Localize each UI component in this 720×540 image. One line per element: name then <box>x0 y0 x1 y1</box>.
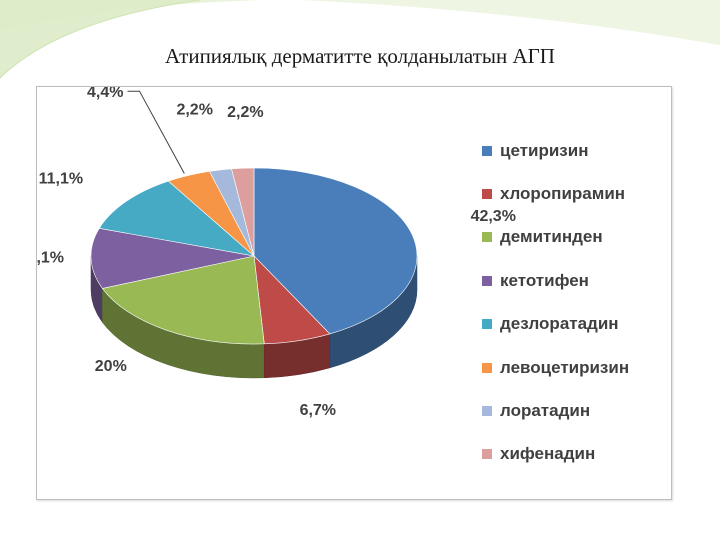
pie-slice-хифенадин <box>231 167 255 257</box>
legend-item-демитинден: демитинден <box>482 216 672 259</box>
leader-line <box>127 90 185 174</box>
legend-item-цетиризин: цетиризин <box>482 129 672 172</box>
legend-swatch <box>482 189 492 200</box>
corner-decoration <box>0 0 720 79</box>
legend-swatch <box>482 362 492 373</box>
legend-label: демитинден <box>500 227 603 247</box>
legend-item-кетотифен: кетотифен <box>482 259 672 302</box>
legend-label: левоцетиризин <box>500 357 630 377</box>
legend-label: кетотифен <box>500 270 589 290</box>
data-label-хифенадин: 2,2% <box>227 104 263 121</box>
chart-legend: цетиризин хлоропирамин демитинден кетотифен… <box>482 129 672 476</box>
legend-label: цетиризин <box>500 140 589 160</box>
legend-swatch <box>482 232 492 243</box>
data-label-демитинден: 20% <box>95 358 127 375</box>
legend-swatch <box>482 319 492 330</box>
pie-slice-дезлоратадин <box>98 180 256 257</box>
legend-swatch <box>482 145 492 156</box>
data-label-кетотифен: 11,1% <box>37 250 64 267</box>
data-label-хлоропирамин: 6,7% <box>300 402 336 419</box>
data-label-лоратадин: 2,2% <box>176 102 212 119</box>
legend-label: хлоропирамин <box>500 184 626 204</box>
legend-item-лоратадин: лоратадин <box>482 389 672 432</box>
pie-chart: 42,3% 6,7% 20% 11,1% 11,1% 4,4% 2,2% 2,2% цетир… <box>36 86 672 500</box>
legend-item-дезлоратадин: дезлоратадин <box>482 303 672 346</box>
legend-swatch <box>482 275 492 286</box>
legend-item-левоцетиризин: левоцетиризин <box>482 346 672 389</box>
legend-label: лоратадин <box>500 401 591 421</box>
data-label-цетиризин: 42,3% <box>471 208 516 225</box>
slide-title: Атипиялық дерматитте қолданылатын АГП <box>165 44 555 68</box>
legend-label: хифенадин <box>500 444 596 464</box>
legend-swatch <box>482 449 492 460</box>
legend-item-хлоропирамин: хлоропирамин <box>482 172 672 215</box>
legend-label: дезлоратадин <box>500 314 619 334</box>
legend-item-хифенадин: хифенадин <box>482 433 672 476</box>
legend-swatch <box>482 406 492 417</box>
pie-chart-plot: 42,3% 6,7% 20% 11,1% 11,1% 4,4% 2,2% 2,2% <box>37 87 516 419</box>
pie-slice-цетиризин <box>253 167 418 335</box>
pie-slice-демитинден <box>101 255 265 345</box>
pie-slice-кетотифен <box>90 227 255 289</box>
data-label-дезлоратадин: 11,1% <box>39 171 83 188</box>
data-label-левоцетиризин: 4,4% <box>87 87 123 101</box>
